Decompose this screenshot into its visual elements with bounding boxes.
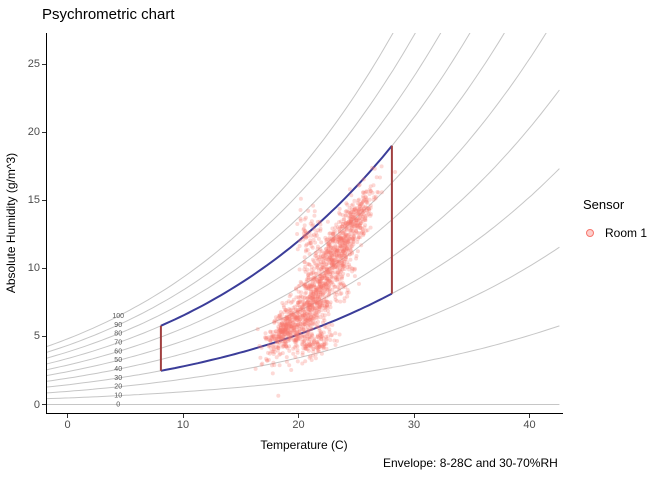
rh-curve-label: 0 bbox=[116, 401, 120, 408]
x-axis-title: Temperature (C) bbox=[260, 438, 348, 452]
x-tick-label: 0 bbox=[64, 419, 71, 431]
x-tick-mark bbox=[298, 414, 299, 418]
y-tick-label: 25 bbox=[27, 58, 40, 70]
y-tick-mark bbox=[42, 63, 46, 65]
y-tick-mark bbox=[42, 267, 46, 269]
x-tick-mark bbox=[529, 414, 530, 418]
page-title: Psychrometric chart bbox=[42, 6, 175, 23]
y-tick-mark bbox=[42, 131, 46, 133]
y-tick-mark bbox=[42, 404, 46, 405]
x-tick-mark bbox=[67, 414, 68, 418]
x-tick-label: 20 bbox=[292, 419, 305, 431]
scatter-points bbox=[253, 164, 398, 398]
rh-curve-label: 20 bbox=[114, 384, 122, 391]
y-tick-label: 0 bbox=[33, 398, 40, 411]
y-tick-label: 15 bbox=[27, 194, 40, 207]
x-tick-mark bbox=[182, 414, 184, 418]
y-tick-label: 20 bbox=[27, 126, 40, 139]
rh-curve-label: 90 bbox=[114, 322, 122, 329]
legend: Sensor Room 1 bbox=[583, 197, 647, 240]
rh-curve-label: 70 bbox=[114, 340, 122, 347]
y-axis-title: Absolute Humidity (g/m^3) bbox=[4, 152, 18, 294]
x-tick-label: 30 bbox=[407, 419, 421, 431]
rh-curve-label: 30 bbox=[114, 375, 122, 382]
legend-item-label: Room 1 bbox=[605, 226, 648, 240]
rh-curve-label: 80 bbox=[114, 331, 122, 338]
y-tick-mark bbox=[42, 335, 46, 337]
y-tick-mark bbox=[42, 199, 46, 201]
rh-curve-label: 50 bbox=[114, 357, 122, 364]
rh-curve-label: 40 bbox=[114, 366, 122, 373]
scatter-point-icon bbox=[586, 229, 594, 237]
plot-caption: Envelope: 8-28C and 30-70%RH bbox=[383, 456, 558, 470]
comfort-envelope bbox=[159, 145, 393, 372]
rh-curve-label: 100 bbox=[112, 313, 124, 320]
rh-curve-label: 10 bbox=[114, 393, 122, 400]
legend-title: Sensor bbox=[583, 197, 625, 212]
legend-item-room-1: Room 1 bbox=[586, 226, 647, 240]
x-tick-mark bbox=[413, 414, 415, 418]
rh-curve-label: 60 bbox=[114, 348, 122, 355]
rh-curves bbox=[47, 33, 560, 405]
x-tick-label: 40 bbox=[523, 419, 536, 431]
y-tick-label: 5 bbox=[33, 330, 40, 343]
y-tick-label: 10 bbox=[27, 262, 40, 275]
plot-panel: 0 10 20 30 40 50 60 70 80 90 100 bbox=[46, 33, 563, 414]
x-tick-label: 10 bbox=[176, 419, 190, 431]
